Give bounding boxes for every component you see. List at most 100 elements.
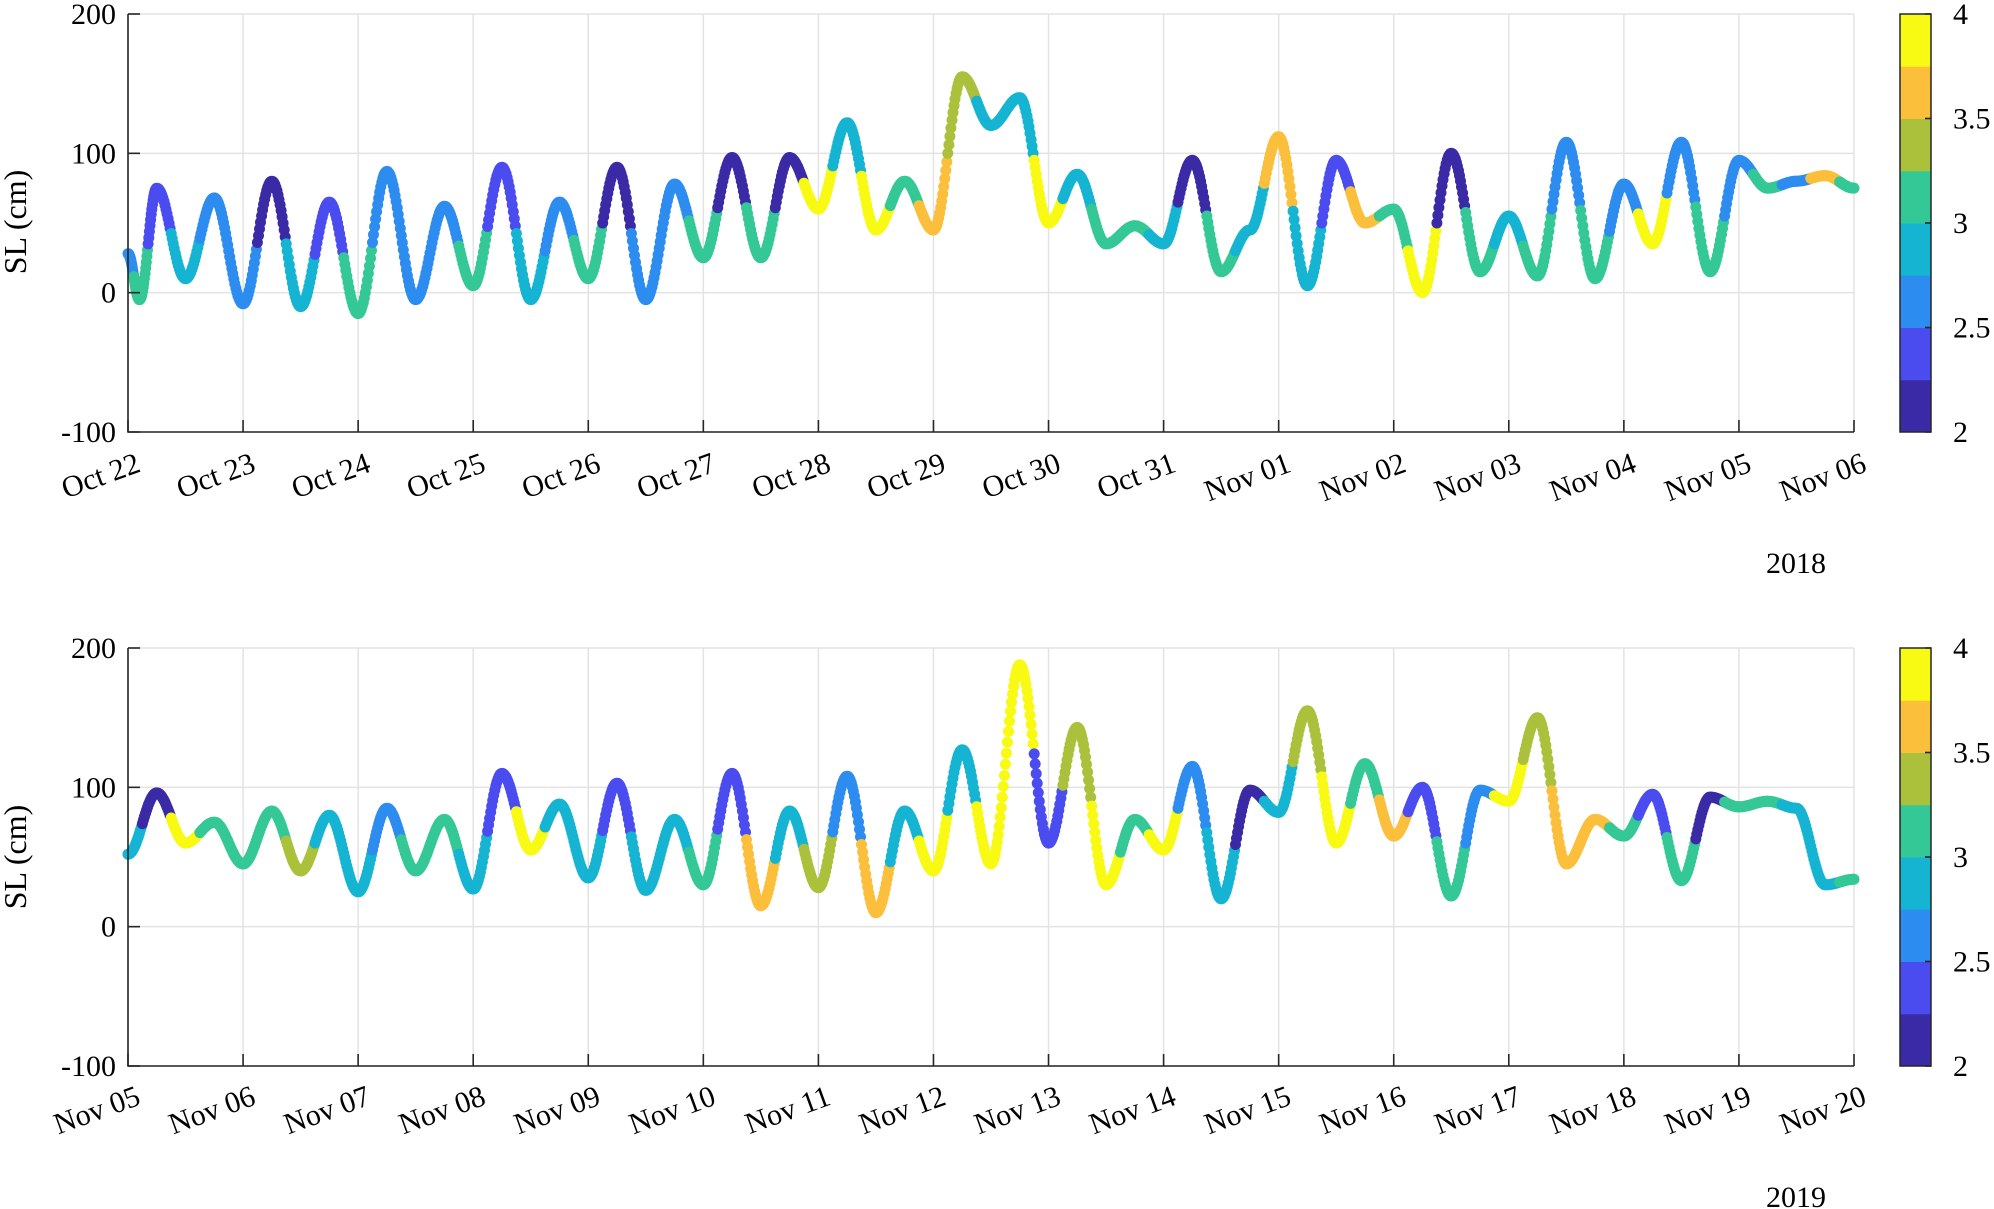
data-point [1087,809,1099,821]
axes-1 [127,13,1855,433]
data-point [1028,748,1040,760]
data-point [366,245,377,256]
data-point [1284,181,1296,192]
date-tick-label: Nov 06 [1775,447,1870,509]
data-point [1006,696,1017,708]
y-tick-label: 200 [71,0,116,31]
colorbar-segment [1900,379,1931,433]
data-point [992,829,1004,841]
data-point [1023,701,1035,712]
data-point [993,821,1005,832]
data-point [1022,692,1034,704]
data-point [1030,768,1042,780]
data-point [1289,222,1301,234]
date-tick-label: Oct 23 [172,447,259,506]
data-point [1001,736,1013,748]
series-1 [122,71,1860,320]
date-tick-label: Oct 31 [1093,447,1180,506]
data-point [1088,818,1100,830]
date-tick-label: Oct 27 [632,447,719,506]
date-tick-label: Oct 28 [748,447,835,506]
yticklabels-2: -100 0 100 200 [61,632,116,1083]
yticklabels-1: -100 0 100 200 [61,0,116,449]
colorbar-segment [1900,1013,1931,1067]
colorbar-tick-label: 4 [1953,0,1968,31]
date-tick-label: Nov 12 [855,1080,950,1142]
data-point [998,770,1010,781]
data-point [1032,787,1044,799]
data-point [1029,758,1041,770]
y-tick-label: -100 [61,416,116,449]
date-tick-label: Nov 17 [1430,1080,1525,1142]
data-point [1544,769,1556,780]
date-tick-label: Nov 05 [1660,447,1755,509]
data-point [942,147,954,159]
y-tick-label: 0 [101,911,116,944]
grid-1 [127,13,1855,433]
data-point [1000,747,1012,759]
y-axis-label-1: SL (cm) [0,170,33,275]
colorbar-tick-label: 2 [1953,1050,1968,1083]
colorbar-2: 2 2.5 3 3.5 4 [1899,632,1991,1083]
date-tick-label: Nov 07 [279,1080,374,1142]
colorbar-segment [1900,14,1931,67]
date-tick-label: Nov 18 [1545,1080,1640,1142]
data-point [1848,873,1860,885]
data-point [996,791,1008,803]
year-label-1: 2018 [1766,547,1826,580]
data-point [995,802,1007,814]
data-point [1288,214,1300,225]
data-point [944,130,956,142]
colorbar-segment [1900,648,1931,701]
data-point [1025,718,1037,730]
y-axis-label-2: SL (cm) [0,805,33,910]
data-point [1033,795,1045,807]
colorbar-tick-label: 2.5 [1953,312,1991,345]
grid-2 [127,647,1855,1067]
colorbar-1: 2 2.5 3 3.5 4 [1899,0,1991,449]
data-point [1848,182,1860,194]
colorbar-segment [1900,700,1931,753]
series-2 [122,659,1860,919]
data-point [1082,766,1094,778]
date-tick-label: Nov 13 [970,1080,1065,1142]
date-tick-label: Nov 04 [1545,447,1640,509]
y-tick-label: -100 [61,1050,116,1083]
y-tick-label: 0 [101,277,116,310]
data-point [1085,791,1097,803]
colorbar-segment [1900,804,1931,858]
date-tick-label: Nov 02 [1315,447,1410,509]
date-tick-label: Nov 11 [741,1080,835,1141]
data-point [1545,777,1557,789]
date-tick-label: Nov 03 [1430,447,1525,509]
colorbar-segment [1900,857,1931,910]
colorbar-tick-label: 3.5 [1953,737,1991,770]
colorbar-tick-label: 2 [1953,416,1968,449]
axis-lines [127,648,1854,1067]
colorbar-segment [1900,223,1931,276]
data-point [1086,800,1098,812]
data-point [997,781,1009,792]
data-point [939,173,951,185]
data-point [1027,738,1039,750]
data-point [1084,783,1096,795]
data-point [943,139,955,151]
date-tick-label: Nov 20 [1775,1080,1870,1142]
data-point [999,758,1011,770]
date-tick-label: Nov 16 [1315,1080,1410,1142]
data-point [1003,725,1014,737]
data-point [1089,826,1101,838]
colorbar-tick-label: 4 [1953,632,1968,665]
data-point [1286,197,1298,209]
data-point [1547,793,1559,805]
date-ticklabels-2: Nov 05 Nov 06 Nov 07 Nov 08 Nov 09 Nov 10 Nov … [49,1080,1870,1142]
date-tick-label: Nov 19 [1660,1080,1755,1142]
data-point [994,811,1006,823]
colorbar-tick-label: 3 [1953,207,1968,240]
date-ticklabels-1: Oct 22 Oct 23 Oct 24 Oct 25 Oct 26 Oct 27 Oct … [57,447,1870,509]
data-point [1005,705,1016,717]
data-point [1004,715,1015,727]
colorbar-tick-label: 2.5 [1953,946,1991,979]
